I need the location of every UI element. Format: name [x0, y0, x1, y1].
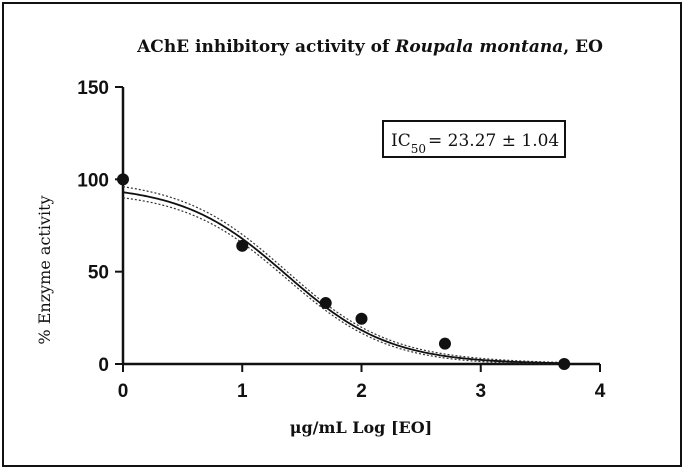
x-tick-label: 3 [475, 381, 486, 402]
y-tick-label: 50 [88, 263, 109, 284]
data-point [558, 358, 571, 370]
fit-curves [122, 186, 565, 365]
annotation-text: IC50 = 23.27 ± 1.04 [391, 131, 559, 156]
annotation-box [382, 120, 566, 158]
data-point [236, 239, 249, 252]
y-tick-label: 150 [77, 78, 109, 99]
x-tick-label: 2 [356, 381, 367, 402]
ticks: 0 1 2 3 4 0 50 100 150 [77, 78, 605, 402]
annotation-ic: IC [391, 131, 411, 151]
annotation-value: = 23.27 ± 1.04 [428, 131, 559, 151]
ic50-annotation: IC50 = 23.27 ± 1.04 [382, 120, 566, 158]
chart-title: AChE inhibitory activity of Roupala mont… [136, 37, 603, 57]
x-tick-label: 4 [595, 381, 606, 402]
data-point [319, 297, 332, 310]
data-point [438, 337, 451, 350]
chart-title-prefix: AChE inhibitory activity of [136, 37, 395, 57]
y-tick-label: 100 [77, 170, 109, 191]
chart-title-species: Roupala montana [394, 37, 563, 57]
fit-curve [122, 191, 565, 365]
annotation-subscript: 50 [411, 142, 426, 156]
lower-confidence-band [122, 197, 565, 365]
data-point [355, 312, 368, 325]
x-tick-label: 0 [118, 381, 129, 402]
x-axis-label: μg/mL Log [EO] [290, 418, 432, 437]
chart-title-suffix: , EO [563, 37, 603, 57]
y-tick-label: 0 [98, 355, 109, 376]
chart-frame [2, 2, 682, 467]
y-axis-label: % Enzyme activity [35, 195, 54, 344]
data-point [117, 173, 129, 186]
upper-confidence-band [122, 186, 565, 364]
data-points [117, 173, 571, 370]
x-tick-label: 1 [237, 381, 248, 402]
